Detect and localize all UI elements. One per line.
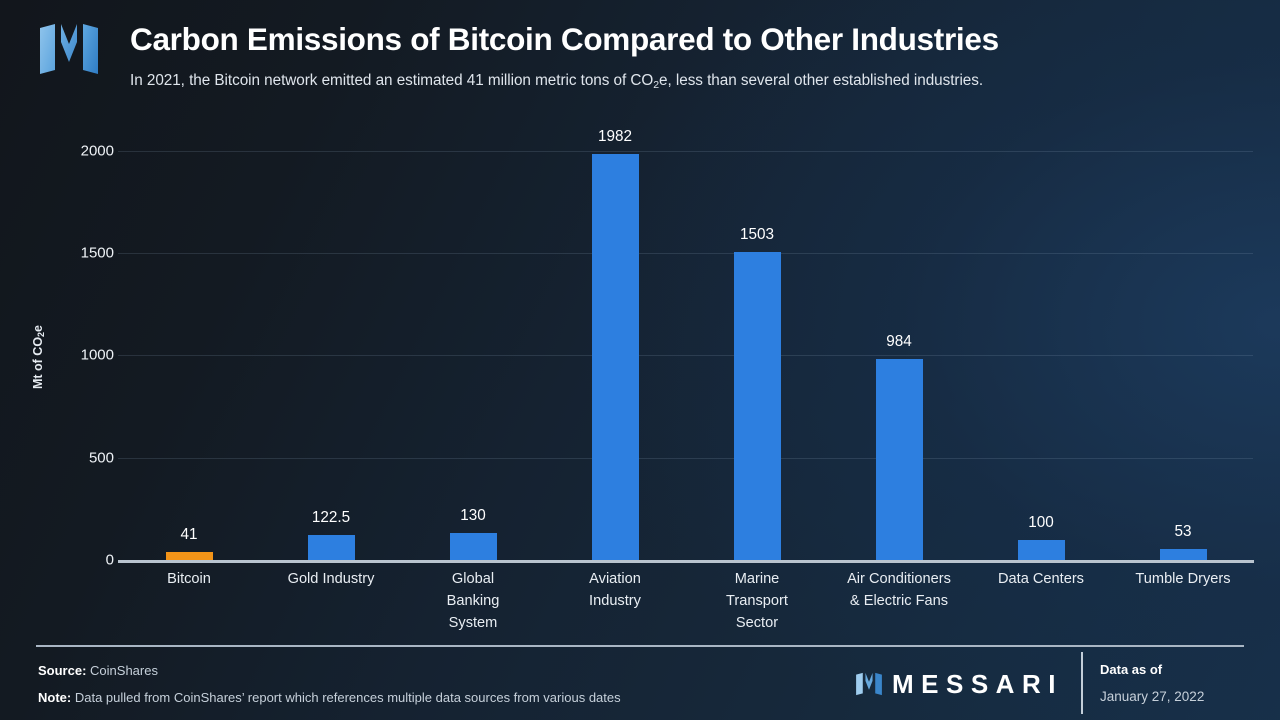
bar-group[interactable]: 41 [165,120,213,560]
header: Carbon Emissions of Bitcoin Compared to … [0,0,1280,110]
messari-brand: MESSARI [855,667,1063,701]
source-value: CoinShares [90,663,158,678]
bar-value-label: 53 [1174,523,1192,541]
chart-plot-area: Mt of CO2e 0 500 1000 1500 2000 41 122.5 130 19… [0,120,1280,640]
note-value: Data pulled from CoinShares’ report whic… [74,690,621,705]
bar[interactable] [165,551,213,560]
footer-vertical-divider [1081,652,1083,714]
bar-value-label: 1503 [739,226,775,244]
bar-group[interactable]: 53 [1159,120,1207,560]
bar-value-label: 122.5 [311,508,351,526]
messari-m-logo-icon [38,22,100,76]
y-axis-tick-label: 1500 [80,244,114,262]
y-axis-ticks: 0 500 1000 1500 2000 [32,120,114,568]
chart-baseline [118,560,1254,563]
subtitle-subscript: 2 [653,79,660,91]
bar-group[interactable]: 130 [449,120,497,560]
note-label: Note: [38,690,72,705]
chart-gridline [118,253,1253,255]
x-axis-labels: Bitcoin Gold Industry Global Banking Syste… [118,568,1254,658]
bar-value-label: 41 [180,525,198,543]
bar-series: 41 122.5 130 1982 1503 984 100 53 [118,120,1254,560]
bar-value-label: 1982 [597,128,633,146]
bar-group[interactable]: 984 [875,120,923,560]
bar-value-label: 100 [1028,513,1054,531]
data-as-of-date: January 27, 2022 [1100,689,1205,704]
y-axis-tick-label: 0 [105,551,114,569]
chart-gridline [118,150,1253,152]
x-axis-category-label: Aviation Industry [589,571,641,609]
data-as-of-label: Data as of [1100,662,1163,677]
bar[interactable] [307,534,355,560]
x-axis-category-label: Air Conditioners & Electric Fans [847,571,951,609]
subtitle-text-post: e, less than several other established i… [659,72,984,89]
y-axis-tick-label: 1000 [80,346,114,364]
x-axis-category-label: Bitcoin [167,571,211,587]
bar-group[interactable]: 100 [1017,120,1065,560]
source-label: Source: [38,663,87,678]
source-line: Source: CoinShares [38,663,158,678]
page-title: Carbon Emissions of Bitcoin Compared to … [130,21,999,57]
bar-group[interactable]: 1503 [733,120,781,560]
page-subtitle: In 2021, the Bitcoin network emitted an … [130,72,984,91]
bar-value-label: 130 [460,507,486,525]
subtitle-text-pre: In 2021, the Bitcoin network emitted an … [130,72,654,89]
bar[interactable] [733,252,781,560]
x-axis-category-label: Marine Transport Sector [726,571,788,631]
bar[interactable] [1159,549,1207,560]
bar-group[interactable]: 122.5 [307,120,355,560]
chart-gridline [118,457,1253,459]
messari-wordmark: MESSARI [892,668,1063,699]
x-axis-category-label: Global Banking System [446,571,500,631]
footer: Source: CoinShares Note: Data pulled fro… [0,650,1280,720]
x-axis-category-label: Data Centers [998,571,1084,587]
footer-divider [36,645,1244,647]
bar-group[interactable]: 1982 [591,120,639,560]
y-axis-tick-label: 500 [88,449,114,467]
y-axis-tick-label: 2000 [80,142,114,160]
bar[interactable] [1017,539,1065,560]
bar-value-label: 984 [886,332,912,350]
bar[interactable] [591,154,639,560]
note-line: Note: Data pulled from CoinShares’ repor… [38,690,621,705]
bar[interactable] [449,533,497,560]
bar[interactable] [875,358,923,560]
chart-gridline [118,355,1253,357]
x-axis-category-label: Gold Industry [287,571,375,587]
x-axis-category-label: Tumble Dryers [1135,571,1231,587]
messari-m-logo-icon-small [855,672,883,696]
